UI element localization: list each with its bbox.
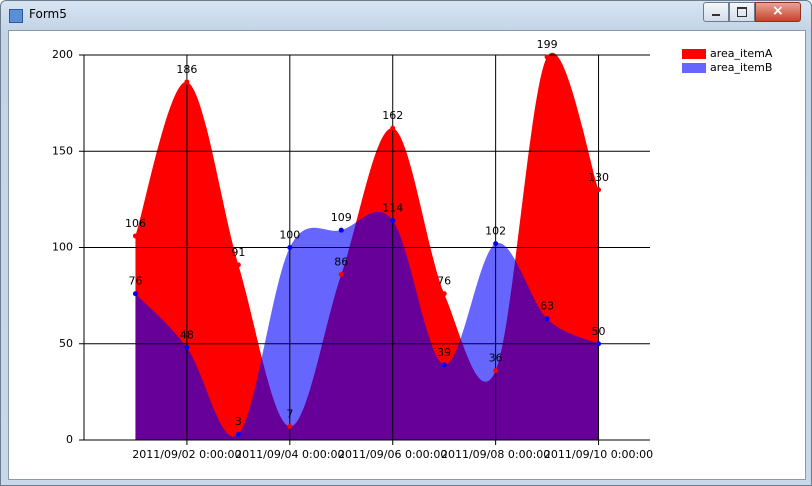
- y-tick-label: 50: [59, 337, 73, 350]
- window-icon: [9, 9, 23, 23]
- x-tick-label: 2011/09/08 0:00:00: [441, 448, 550, 461]
- data-label: 186: [176, 63, 197, 76]
- y-tick-label: 0: [66, 433, 73, 446]
- marker: [132, 291, 138, 297]
- data-label: 76: [437, 275, 451, 288]
- client-area: 0 50 100 150 200 2011/09/02 0:00:00 2011/09/04…: [8, 30, 806, 480]
- legend-swatch: [682, 63, 706, 73]
- minimize-button[interactable]: [703, 2, 729, 22]
- maximize-button[interactable]: [729, 2, 755, 22]
- marker: [390, 125, 396, 131]
- marker: [441, 362, 447, 368]
- x-tick-label: 2011/09/02 0:00:00: [132, 448, 241, 461]
- data-label: 63: [540, 300, 554, 313]
- marker: [338, 271, 344, 277]
- data-label: 102: [485, 225, 506, 238]
- marker: [544, 316, 550, 322]
- data-label: 86: [334, 255, 348, 268]
- data-label: 130: [588, 171, 609, 184]
- marker: [287, 245, 293, 250]
- data-label: 106: [125, 217, 146, 230]
- marker: [338, 227, 344, 233]
- data-label: 50: [592, 325, 606, 338]
- window-title: Form5: [29, 7, 67, 21]
- data-label: 3: [235, 415, 242, 428]
- x-tick-label: 2011/09/06 0:00:00: [338, 448, 447, 461]
- marker: [235, 262, 241, 268]
- marker: [287, 424, 293, 430]
- marker: [132, 233, 138, 239]
- data-label: 7: [286, 408, 293, 421]
- marker: [596, 187, 602, 193]
- chart: 0 50 100 150 200 2011/09/02 0:00:002011/09/04…: [52, 38, 773, 461]
- data-label: 162: [382, 109, 403, 122]
- data-label: 114: [382, 202, 403, 215]
- data-label: 91: [231, 246, 245, 259]
- marker: [596, 341, 602, 347]
- data-label: 48: [180, 329, 194, 342]
- data-label: 39: [437, 346, 451, 359]
- data-label: 199: [537, 38, 558, 51]
- marker: [184, 79, 190, 85]
- data-label: 109: [331, 211, 352, 224]
- legend-swatch: [682, 49, 706, 59]
- y-tick-label: 150: [52, 144, 73, 157]
- data-label: 100: [279, 229, 300, 242]
- close-button[interactable]: ×: [755, 2, 801, 22]
- data-label: 36: [489, 352, 503, 365]
- title-bar: Form5 ×: [1, 1, 811, 29]
- legend-label: area_itemA: [710, 47, 773, 60]
- marker: [493, 241, 499, 247]
- legend-label: area_itemB: [710, 61, 772, 74]
- marker: [493, 368, 499, 374]
- x-tick-label: 2011/09/04 0:00:00: [235, 448, 344, 461]
- y-tick-label: 100: [52, 241, 73, 254]
- area: [135, 211, 599, 440]
- marker: [441, 291, 447, 297]
- marker: [235, 431, 241, 437]
- data-label: 76: [128, 275, 142, 288]
- marker: [390, 218, 396, 224]
- marker: [544, 54, 550, 60]
- y-tick-label: 200: [52, 48, 73, 61]
- marker: [184, 345, 190, 351]
- x-tick-label: 2011/09/10 0:00:00: [544, 448, 653, 461]
